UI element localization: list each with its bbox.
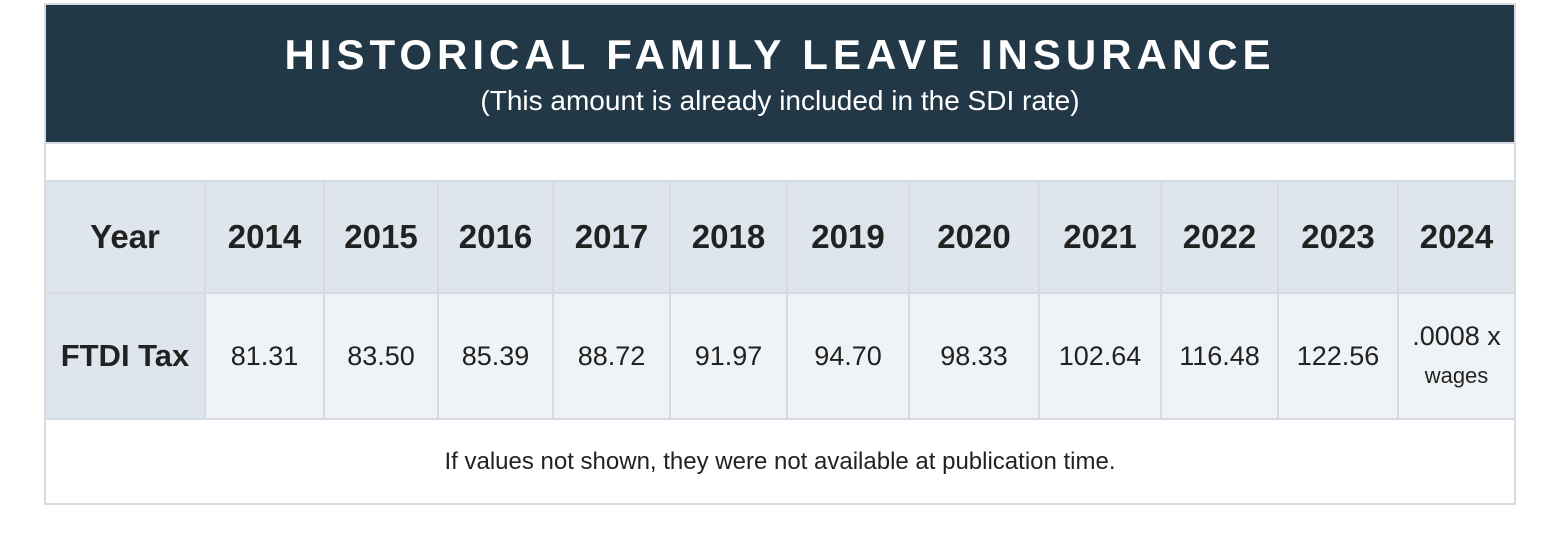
- year-label-cell: Year: [46, 180, 206, 294]
- year-header-row: Year 2014 2015 2016 2017 2018 2019 2020 …: [46, 180, 1514, 294]
- table-title: HISTORICAL FAMILY LEAVE INSURANCE: [284, 31, 1276, 78]
- value-cell-2024: .0008 x wages: [1397, 292, 1514, 420]
- year-cell: 2017: [552, 180, 671, 294]
- value-cell: 88.72: [552, 292, 671, 420]
- value-cell: 102.64: [1038, 292, 1162, 420]
- year-cell: 2015: [323, 180, 439, 294]
- year-cell: 2019: [786, 180, 910, 294]
- ftdi-tax-label-cell: FTDI Tax: [46, 292, 206, 420]
- year-cell: 2021: [1038, 180, 1162, 294]
- year-cell: 2016: [437, 180, 554, 294]
- value-cell: 83.50: [323, 292, 439, 420]
- year-cell: 2022: [1160, 180, 1279, 294]
- value-cell: 116.48: [1160, 292, 1279, 420]
- ftdi-tax-row: FTDI Tax 81.31 83.50 85.39 88.72 91.97 9…: [46, 292, 1514, 420]
- value-cell: 94.70: [786, 292, 910, 420]
- value-2024-line2: wages: [1424, 363, 1489, 388]
- year-cell: 2018: [669, 180, 788, 294]
- value-cell: 98.33: [908, 292, 1040, 420]
- value-cell: 91.97: [669, 292, 788, 420]
- value-cell: 81.31: [204, 292, 325, 420]
- year-cell: 2024: [1397, 180, 1514, 294]
- footnote: If values not shown, they were not avail…: [444, 448, 1116, 475]
- value-cell: 122.56: [1277, 292, 1399, 420]
- family-leave-insurance-table-card: HISTORICAL FAMILY LEAVE INSURANCE (This …: [44, 3, 1516, 505]
- ftdi-tax-table: Year 2014 2015 2016 2017 2018 2019 2020 …: [46, 180, 1514, 420]
- title-banner: HISTORICAL FAMILY LEAVE INSURANCE (This …: [46, 5, 1514, 142]
- spacer-row: [46, 142, 1514, 180]
- year-cell: 2020: [908, 180, 1040, 294]
- table-subtitle: (This amount is already included in the …: [480, 85, 1080, 116]
- value-2024-line1: .0008 x: [1412, 321, 1501, 351]
- year-cell: 2014: [204, 180, 325, 294]
- year-cell: 2023: [1277, 180, 1399, 294]
- value-cell: 85.39: [437, 292, 554, 420]
